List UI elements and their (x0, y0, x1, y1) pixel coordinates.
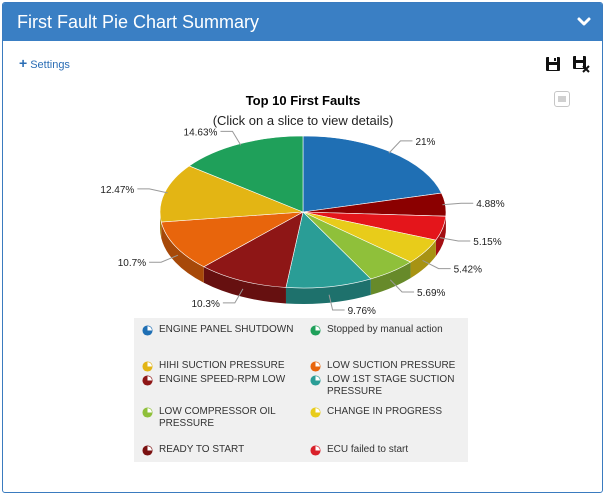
plus-icon: + (19, 55, 28, 71)
pie-legend-icon (310, 407, 321, 418)
chart-menu-icon[interactable] (554, 91, 570, 107)
chart-title: Top 10 First Faults (246, 93, 361, 108)
pie-slice-side[interactable] (435, 216, 446, 257)
pie-legend-icon (310, 361, 321, 372)
pie-label-connector (422, 260, 451, 270)
legend-item[interactable]: ENGINE PANEL SHUTDOWN (142, 324, 299, 336)
pie-label-connector (222, 288, 244, 304)
pie-value-label: 10.7% (118, 258, 146, 269)
legend-label: LOW SUCTION PRESSURE (327, 360, 456, 371)
pie-label-connector (439, 237, 471, 242)
pie-value-label: 21% (415, 137, 435, 148)
pie-label-connector (149, 254, 179, 263)
pie-value-label: 9.76% (348, 306, 376, 317)
legend-label: CHANGE IN PROGRESS (327, 406, 443, 417)
legend-item[interactable]: CHANGE IN PROGRESS (310, 406, 467, 418)
pie-value-label: 4.88% (476, 199, 504, 210)
pie-slice-side[interactable] (370, 262, 411, 295)
legend-item[interactable]: Stopped by manual action (310, 324, 467, 336)
pie-legend-icon (142, 361, 153, 372)
legend-label: ENGINE PANEL SHUTDOWN (159, 324, 294, 335)
pie-label-connector (220, 130, 242, 146)
pie-slice-side[interactable] (203, 266, 286, 304)
pie-label-connector (442, 202, 474, 206)
legend-label: ECU failed to start (327, 444, 409, 455)
pie-label-connector (328, 294, 345, 311)
pie-slice[interactable] (160, 211, 304, 268)
settings-link[interactable]: + Settings (19, 55, 70, 71)
legend-item[interactable]: ECU failed to start (310, 444, 467, 456)
pie-slice-side[interactable] (410, 240, 436, 279)
legend-label: LOW COMPRESSOR OIL PRESSURE (159, 406, 276, 429)
legend-item[interactable]: LOW 1ST STAGE SUCTION PRESSURE (310, 374, 467, 398)
pie-slice-side[interactable] (285, 278, 371, 304)
legend-item[interactable]: ENGINE SPEED-RPM LOW (142, 374, 299, 386)
settings-label: Settings (30, 59, 70, 71)
pie-legend-icon (310, 445, 321, 456)
pie-legend-icon (142, 325, 153, 336)
legend-label: READY TO START (159, 444, 245, 455)
pie-legend-icon (142, 407, 153, 418)
legend-item[interactable]: LOW SUCTION PRESSURE (310, 360, 467, 372)
pie-value-label: 5.42% (454, 265, 482, 276)
panel-header: First Fault Pie Chart Summary (3, 3, 602, 41)
pie-legend-icon (142, 445, 153, 456)
save-icon[interactable] (544, 55, 562, 73)
legend-label: HIHI SUCTION PRESSURE (159, 360, 285, 371)
legend-label: Stopped by manual action (327, 324, 443, 335)
panel-title: First Fault Pie Chart Summary (17, 11, 260, 32)
pie-legend-icon (310, 325, 321, 336)
pie-slice[interactable] (285, 211, 372, 289)
save-cancel-icon[interactable] (572, 55, 590, 73)
legend-label: LOW 1ST STAGE SUCTION PRESSURE (327, 374, 455, 397)
pie-legend-icon (142, 375, 153, 386)
pie-slice-side[interactable] (161, 221, 204, 283)
legend-item[interactable]: LOW COMPRESSOR OIL PRESSURE (142, 406, 299, 430)
pie-label-connector (388, 140, 413, 154)
legend-item[interactable]: READY TO START (142, 444, 299, 456)
pie-legend-icon (310, 375, 321, 386)
chart-tools (544, 55, 590, 73)
pie-value-label: 5.69% (417, 288, 445, 299)
pie-slice[interactable] (203, 211, 304, 288)
pie-value-label: 14.63% (184, 127, 218, 138)
pie-label-connector (137, 188, 168, 194)
legend-item[interactable]: HIHI SUCTION PRESSURE (142, 360, 299, 372)
pie-value-label: 10.3% (191, 299, 219, 310)
pie-value-label: 5.15% (473, 237, 501, 248)
legend-label: ENGINE SPEED-RPM LOW (159, 374, 286, 385)
chart-subtitle: (Click on a slice to view details) (213, 113, 394, 128)
chart-legend: ENGINE PANEL SHUTDOWN Stopped by manual a… (134, 318, 468, 462)
pie-value-label: 12.47% (100, 185, 134, 196)
chevron-down-icon[interactable] (576, 14, 592, 30)
pie-label-connector (389, 279, 415, 293)
